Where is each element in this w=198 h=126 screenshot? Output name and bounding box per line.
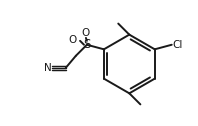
Text: S: S <box>83 38 91 51</box>
Text: O: O <box>82 28 90 38</box>
Text: N: N <box>44 63 52 73</box>
Text: O: O <box>68 35 76 45</box>
Text: Cl: Cl <box>173 40 183 50</box>
